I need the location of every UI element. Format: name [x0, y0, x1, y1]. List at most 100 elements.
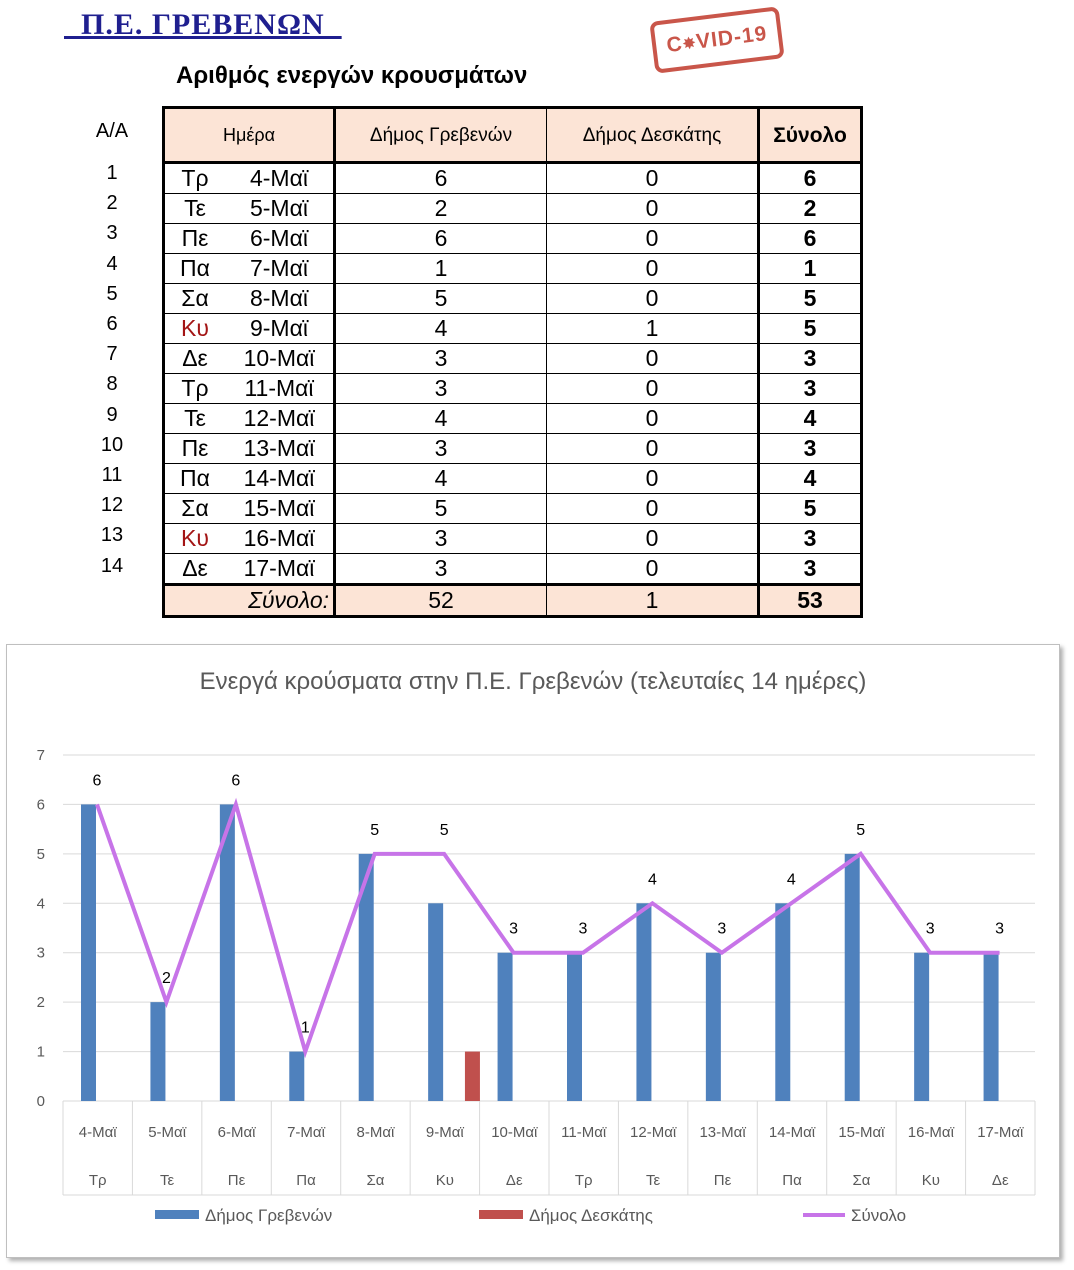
x-day-label: Πα [782, 1172, 802, 1189]
table-row: Τρ 11-Μαϊ 3 0 3 [162, 373, 863, 404]
bar-grevena [81, 804, 96, 1101]
total-grevena: 52 [334, 583, 547, 618]
bar-grevena [567, 952, 582, 1101]
deskati-cell: 0 [546, 283, 760, 314]
grevena-cell: 5 [334, 283, 547, 314]
bar-grevena [497, 952, 513, 1101]
header-total: Σύνολο [758, 106, 863, 164]
total-cell: 2 [758, 193, 863, 224]
x-day-label: Τε [160, 1172, 175, 1189]
date-cell: 7-Μαϊ [225, 253, 336, 284]
x-tick-label: 15-Μαϊ [838, 1124, 885, 1141]
total-deskati: 1 [546, 583, 760, 618]
x-day-label: Πε [228, 1172, 246, 1189]
total-cell: 3 [758, 343, 863, 374]
deskati-cell: 0 [546, 343, 760, 374]
x-day-label: Δε [992, 1172, 1009, 1189]
deskati-cell: 0 [546, 162, 760, 194]
deskati-cell: 0 [546, 193, 760, 224]
x-tick-label: 5-Μαϊ [148, 1124, 187, 1141]
aa-number: 12 [100, 494, 124, 517]
combo-chart: Ενεργά κρούσματα στην Π.Ε. Γρεβενών (τελ… [37, 668, 1036, 1225]
page-heading: Π.Ε. ΓΡΕΒΕΝΩΝ [64, 8, 342, 41]
bar-grevena [705, 952, 721, 1101]
bar-grevena [844, 853, 860, 1101]
grevena-cell: 3 [334, 523, 547, 554]
table-row: Πε 6-Μαϊ 6 0 6 [162, 223, 863, 254]
day-cell: Πα [162, 253, 225, 284]
bar-grevena [219, 804, 235, 1101]
aa-number: 2 [106, 192, 118, 215]
header-grevena: Δήμος Γρεβενών [334, 106, 547, 164]
deskati-cell: 0 [546, 253, 760, 284]
grevena-cell: 4 [334, 313, 547, 344]
aa-number: 14 [100, 554, 124, 577]
total-cell: 1 [758, 253, 863, 284]
total-cell: 3 [758, 553, 863, 585]
day-cell: Δε [162, 343, 225, 374]
table-row: Τε 12-Μαϊ 4 0 4 [162, 403, 863, 434]
date-cell: 14-Μαϊ [225, 463, 336, 494]
x-tick-label: 9-Μαϊ [426, 1124, 465, 1141]
cases-table: Ημέρα Δήμος Γρεβενών Δήμος Δεσκάτης Σύνο… [162, 106, 863, 618]
x-day-label: Κυ [436, 1172, 454, 1189]
deskati-cell: 0 [546, 463, 760, 494]
x-day-label: Τρ [575, 1172, 593, 1189]
x-tick-label: 16-Μαϊ [908, 1124, 955, 1141]
grevena-cell: 3 [334, 433, 547, 464]
aa-number: 4 [106, 252, 118, 275]
date-cell: 6-Μαϊ [225, 223, 336, 254]
aa-number: 9 [106, 403, 118, 426]
total-data-label: 3 [717, 921, 726, 938]
total-data-label: 4 [648, 871, 657, 888]
total-cell: 5 [758, 493, 863, 524]
y-tick-label: 3 [37, 945, 45, 962]
day-cell: Τε [162, 193, 225, 224]
date-cell: 4-Μαϊ [225, 162, 336, 194]
y-tick-label: 0 [37, 1093, 45, 1110]
date-cell: 8-Μαϊ [225, 283, 336, 314]
aa-number: 13 [100, 524, 124, 547]
date-cell: 12-Μαϊ [225, 403, 336, 434]
day-cell: Τε [162, 403, 225, 434]
date-cell: 15-Μαϊ [225, 493, 336, 524]
x-tick-label: 12-Μαϊ [630, 1124, 677, 1141]
total-line [95, 797, 1000, 1059]
y-tick-label: 6 [37, 796, 45, 813]
x-tick-label: 11-Μαϊ [561, 1124, 607, 1141]
x-day-label: Πε [714, 1172, 732, 1189]
aa-number: 10 [100, 433, 124, 456]
grevena-cell: 4 [334, 403, 547, 434]
table-row: Δε 17-Μαϊ 3 0 3 [162, 553, 863, 585]
total-data-label: 5 [856, 822, 865, 839]
covid-stamp-logo: C ✸ VID-19 [649, 6, 785, 74]
table-header-row: Ημέρα Δήμος Γρεβενών Δήμος Δεσκάτης Σύνο… [162, 106, 863, 164]
aa-column-header: Α/Α [95, 120, 129, 142]
bar-grevena [914, 952, 930, 1101]
x-day-label: Σα [366, 1172, 384, 1189]
bar-grevena [428, 903, 444, 1101]
table-row: Κυ 9-Μαϊ 4 1 5 [162, 313, 863, 344]
total-cell: 5 [758, 313, 863, 344]
y-tick-label: 5 [37, 846, 45, 863]
bar-grevena [775, 903, 791, 1101]
grevena-cell: 4 [334, 463, 547, 494]
x-day-label: Δε [506, 1172, 523, 1189]
day-cell: Κυ [162, 523, 225, 554]
table-row: Πα 14-Μαϊ 4 0 4 [162, 463, 863, 494]
total-cell: 3 [758, 433, 863, 464]
total-cell: 3 [758, 373, 863, 404]
table-row: Σα 8-Μαϊ 5 0 5 [162, 283, 863, 314]
total-cell: 4 [758, 403, 863, 434]
x-tick-label: 14-Μαϊ [769, 1124, 816, 1141]
table-row: Τε 5-Μαϊ 2 0 2 [162, 193, 863, 224]
table-row: Κυ 16-Μαϊ 3 0 3 [162, 523, 863, 554]
bar-grevena [289, 1051, 305, 1101]
total-total: 53 [758, 583, 863, 618]
total-cell: 3 [758, 523, 863, 554]
grevena-cell: 6 [334, 223, 547, 254]
grevena-cell: 2 [334, 193, 547, 224]
legend-swatch-deskati [479, 1210, 523, 1219]
table-row: Τρ 4-Μαϊ 6 0 6 [162, 162, 863, 194]
deskati-cell: 1 [546, 313, 760, 344]
